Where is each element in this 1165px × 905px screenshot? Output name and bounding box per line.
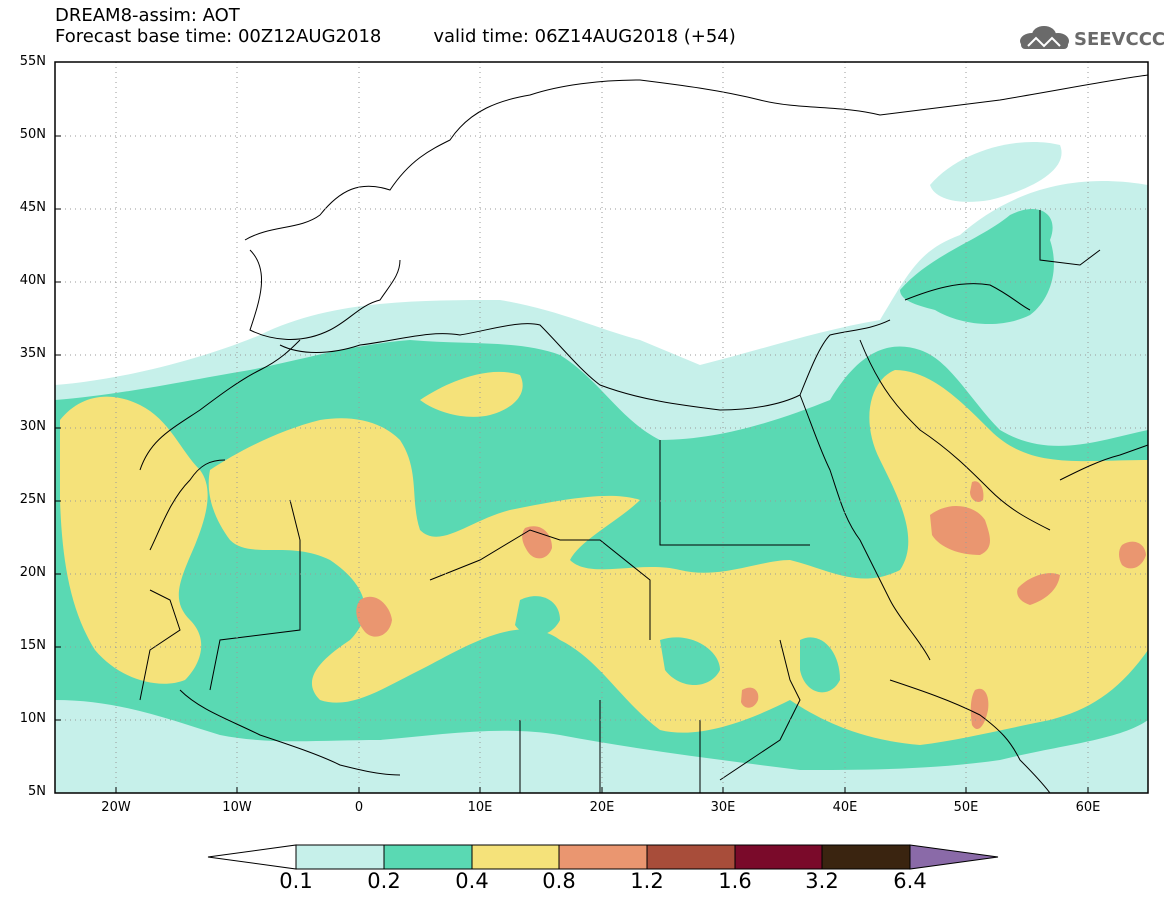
- colorbar: [207, 844, 999, 870]
- aot-0.4-region: [208, 370, 1148, 745]
- base-time: Forecast base time: 00Z12AUG2018: [55, 26, 382, 47]
- lon-label: 0: [354, 800, 364, 815]
- lon-label: 10E: [467, 800, 493, 815]
- lon-label: 40E: [832, 800, 858, 815]
- lat-label: 45N: [19, 200, 46, 215]
- lat-label: 30N: [19, 419, 46, 434]
- seevccc-logo: [1020, 26, 1069, 49]
- aot-0.4-region: [420, 371, 523, 417]
- colorbar-bin-0.8: [558, 844, 648, 870]
- colorbar-bin-0.1: [295, 844, 385, 870]
- lat-label: 35N: [19, 346, 46, 361]
- colorbar-label: 1.6: [718, 869, 752, 893]
- chart-title: DREAM8-assim: AOT: [55, 5, 240, 26]
- aot-0.4-region: [60, 396, 208, 684]
- lon-label: 10W: [222, 800, 252, 815]
- lon-label: 50E: [953, 800, 979, 815]
- colorbar-bin-0.4: [471, 844, 560, 870]
- aot-0.8-regions: [356, 481, 1146, 730]
- lat-label: 10N: [19, 711, 46, 726]
- colorbar-high-arrow: [909, 844, 999, 870]
- lat-label: 55N: [19, 54, 46, 69]
- aot-0.2-region: [515, 596, 560, 636]
- colorbar-label: 3.2: [805, 869, 839, 893]
- aot-0.2-region: [660, 637, 720, 685]
- colorbar-label: 0.4: [455, 869, 489, 893]
- colorbar-label: 1.2: [630, 869, 664, 893]
- aot-0.1-region: [930, 141, 1062, 202]
- aot-0.2-region: [800, 637, 840, 693]
- colorbar-label: 6.4: [893, 869, 927, 893]
- lat-label: 40N: [19, 273, 46, 288]
- lon-label: 20E: [589, 800, 615, 815]
- logo-text: SEEVCCC: [1074, 29, 1165, 50]
- colorbar-label: 0.8: [542, 869, 576, 893]
- axis-ticks: [55, 61, 1089, 794]
- colorbar-low-arrow: [207, 844, 297, 870]
- lat-label: 50N: [19, 127, 46, 142]
- colorbar-bin-1.2: [646, 844, 736, 870]
- lat-label: 20N: [19, 565, 46, 580]
- lon-label: 60E: [1075, 800, 1101, 815]
- lat-label: 15N: [19, 638, 46, 653]
- colorbar-bin-0.2: [383, 844, 473, 870]
- colorbar-bin-1.6: [734, 844, 823, 870]
- country-borders: [139, 74, 1148, 793]
- lon-label: 20W: [101, 800, 131, 815]
- valid-time: valid time: 06Z14AUG2018 (+54): [433, 26, 736, 47]
- colorbar-label: 0.2: [367, 869, 401, 893]
- lon-label: 30E: [710, 800, 736, 815]
- aot-0.2-region: [900, 209, 1054, 325]
- time-info: Forecast base time: 00Z12AUG2018 valid ti…: [55, 27, 736, 47]
- grid-lines: [55, 62, 1148, 793]
- lat-label: 5N: [28, 784, 46, 799]
- colorbar-label: 0.1: [279, 869, 313, 893]
- colorbar-bin-3.2: [821, 844, 911, 870]
- lat-label: 25N: [19, 492, 46, 507]
